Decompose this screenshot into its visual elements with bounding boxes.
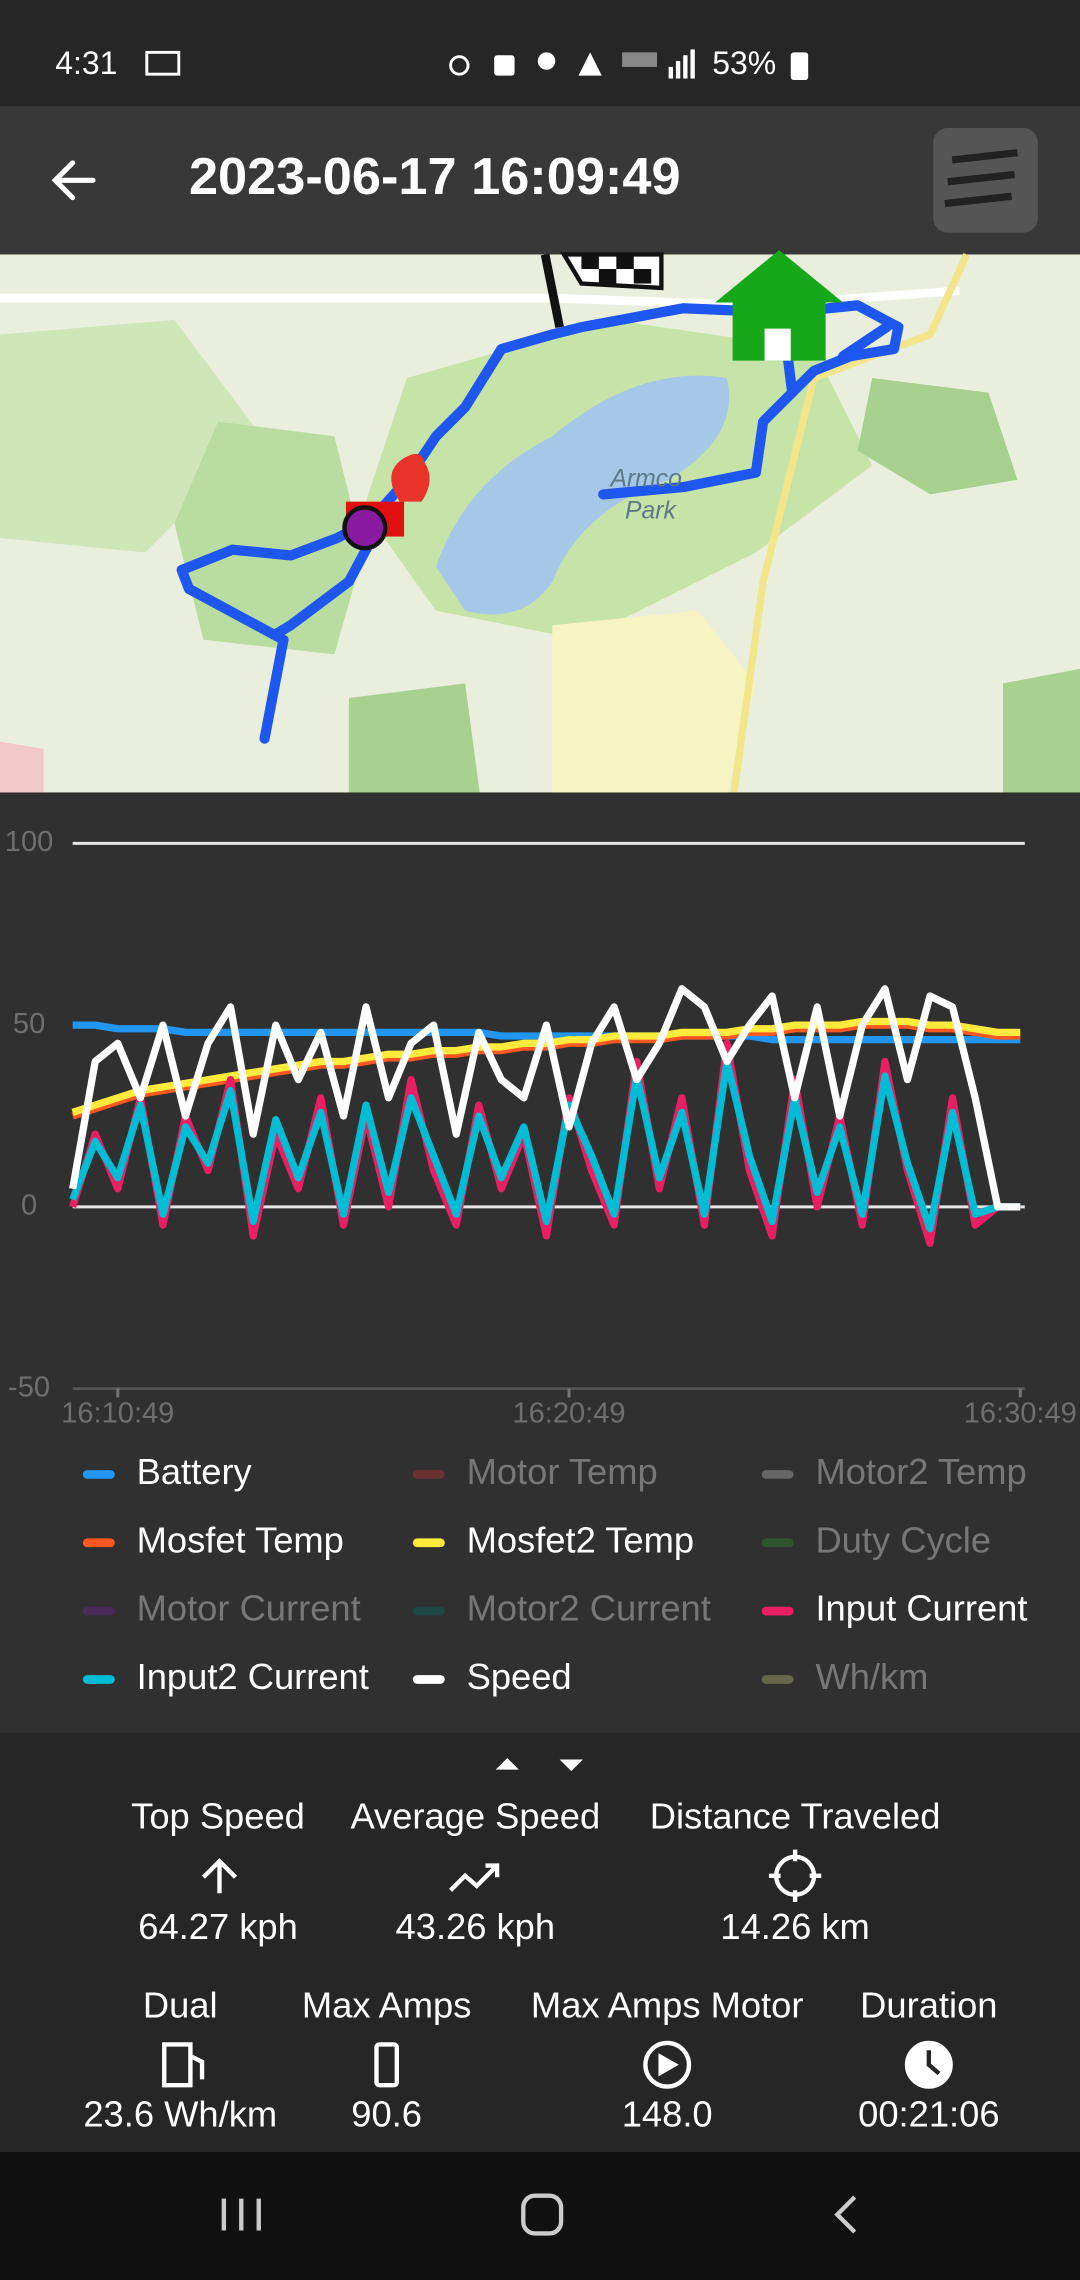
map[interactable]: Armco Park — [0, 250, 1080, 793]
stat-label: Distance Traveled — [650, 1796, 941, 1837]
clock-hands — [926, 2050, 941, 2076]
stat-label: Max Amps — [302, 1985, 472, 2026]
series-line — [69, 1039, 1021, 1247]
legend-label[interactable]: Motor Temp — [467, 1451, 658, 1492]
legend-label[interactable]: Motor Current — [137, 1588, 361, 1629]
status-icons — [449, 49, 809, 80]
stat-value: 148.0 — [622, 2094, 713, 2135]
stat-value: 23.6 Wh/km — [83, 2094, 277, 2135]
stat-label: Duration — [860, 1985, 997, 2026]
stat-value: 00:21:06 — [858, 2094, 999, 2135]
stat-value: 90.6 — [351, 2094, 422, 2135]
x-tick-label: 16:20:49 — [512, 1397, 625, 1429]
status-time: 4:31 — [55, 45, 117, 81]
legend-label[interactable]: Wh/km — [815, 1656, 928, 1697]
motor-icon-mark — [658, 2053, 679, 2077]
status-battery: 53% — [712, 45, 776, 81]
stat-label: Average Speed — [350, 1796, 600, 1837]
nav-bar — [0, 2152, 1080, 2280]
series-line — [69, 985, 1021, 1211]
stats-panel — [0, 1733, 1080, 2153]
nav-recents[interactable] — [221, 2198, 261, 2231]
logo-marks — [944, 149, 1018, 208]
legend-label[interactable]: Input2 Current — [137, 1656, 369, 1697]
legend-label[interactable]: Motor2 Temp — [815, 1451, 1026, 1492]
x-tick-label: 16:10:49 — [61, 1397, 174, 1429]
stat-label: Top Speed — [131, 1796, 305, 1837]
legend-label[interactable]: Motor2 Current — [467, 1588, 711, 1629]
header-title: 2023-06-17 16:09:49 — [189, 148, 681, 206]
legend-label[interactable]: Battery — [137, 1451, 253, 1492]
legend-label[interactable]: Speed — [467, 1656, 572, 1697]
stats: Top Speed 64.27 kph Average Speed 43.26 kph… — [83, 1796, 999, 2135]
y-tick-label: 0 — [21, 1190, 37, 1222]
stat-icons — [162, 1849, 953, 2089]
nav-home[interactable] — [521, 2193, 564, 2236]
legend-label[interactable]: Mosfet Temp — [137, 1519, 344, 1560]
y-tick-label: -50 — [8, 1371, 50, 1403]
map-label: Armco — [608, 465, 681, 492]
cast-icon — [145, 50, 181, 76]
map-label: Park — [625, 497, 677, 524]
y-tick-label: 100 — [5, 826, 53, 858]
stat-value: 14.26 km — [720, 1906, 869, 1947]
nav-back[interactable] — [834, 2195, 857, 2234]
stat-label: Dual — [143, 1985, 218, 2026]
legend-label[interactable]: Input Current — [815, 1588, 1027, 1629]
chart: -50 0 50 100 16:10:49 16:20:49 16:30:49 Battery… — [5, 826, 1077, 1697]
legend-label[interactable]: Duty Cycle — [815, 1519, 991, 1560]
stat-value: 43.26 kph — [396, 1906, 556, 1947]
expand-toggle[interactable] — [495, 1757, 583, 1772]
x-tick-label: 16:30:49 — [964, 1397, 1077, 1429]
chart-panel — [0, 792, 1080, 1734]
back-button[interactable] — [51, 160, 96, 201]
bolt-mark — [379, 2052, 394, 2079]
stat-label: Max Amps Motor — [531, 1985, 803, 2026]
stat-value: 64.27 kph — [138, 1906, 298, 1947]
y-tick-label: 50 — [13, 1008, 45, 1040]
series-line — [69, 1057, 1021, 1233]
app-bar — [0, 106, 1080, 255]
legend-label[interactable]: Mosfet2 Temp — [467, 1519, 694, 1560]
